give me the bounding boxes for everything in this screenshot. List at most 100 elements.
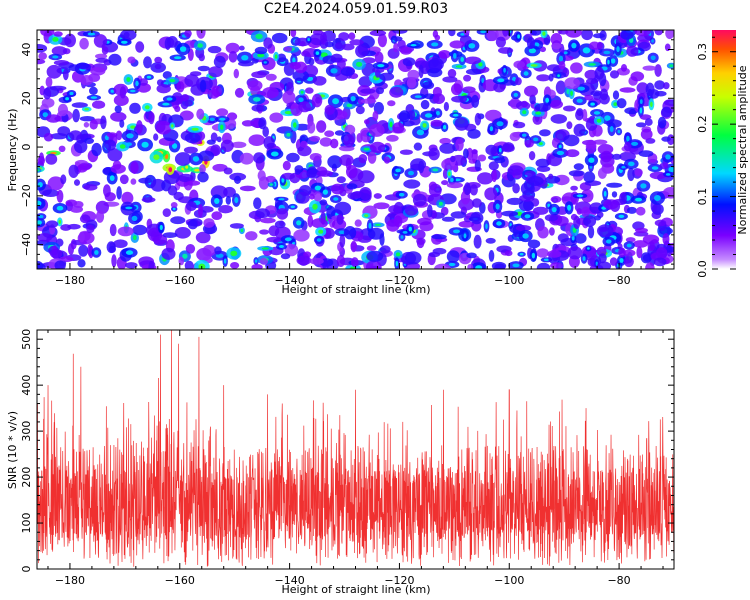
heatmap-cell: [448, 30, 456, 37]
heatmap-cell: [589, 41, 600, 50]
heatmap-cell: [334, 130, 345, 136]
heatmap-cell: [661, 136, 671, 142]
heatmap-cell: [181, 94, 190, 102]
heatmap-cell: [584, 94, 594, 101]
heatmap-cell: [206, 139, 216, 145]
heatmap-cell: [458, 220, 475, 228]
heatmap-cell: [404, 205, 419, 216]
heatmap-cell-core: [290, 205, 295, 209]
heatmap-cell: [438, 50, 451, 59]
heatmap-cell: [355, 44, 369, 58]
heatmap-cell-core: [389, 121, 393, 128]
heatmap-cell: [103, 184, 111, 198]
heatmap-cells: [37, 30, 674, 269]
heatmap-cell: [474, 159, 481, 172]
heatmap-cell: [455, 138, 464, 152]
heatmap-cell-core: [377, 64, 385, 68]
heatmap-cell: [260, 217, 276, 224]
heatmap-cell-core: [570, 90, 573, 96]
heatmap-cell-core: [609, 126, 614, 133]
heatmap-cell: [509, 132, 521, 142]
heatmap-cell: [609, 257, 618, 266]
heatmap-cell: [616, 98, 627, 109]
heatmap-cell-core: [577, 86, 585, 91]
heatmap-cell: [518, 200, 535, 212]
heatmap-cell: [38, 52, 47, 60]
heatmap-cell: [290, 30, 297, 38]
heatmap-cell: [428, 251, 441, 258]
heatmap-cell: [626, 45, 639, 57]
heatmap-cell-core: [224, 258, 227, 264]
heatmap-cell-core: [255, 33, 263, 40]
heatmap-cell: [37, 44, 48, 53]
heatmap-cell: [141, 197, 156, 203]
heatmap-cell: [120, 30, 137, 41]
heatmap-cell: [656, 247, 668, 259]
heatmap-cell: [594, 67, 605, 80]
heatmap-cell-core: [350, 96, 356, 102]
heatmap-cell-core: [450, 177, 454, 182]
heatmap-cell-core: [56, 205, 64, 211]
heatmap-cell: [223, 167, 233, 175]
heatmap-cell: [392, 122, 405, 134]
heatmap-cell: [280, 253, 291, 260]
y-tick-label: 500: [20, 329, 33, 350]
heatmap-cell: [307, 121, 316, 134]
heatmap-cell: [199, 79, 207, 93]
heatmap-cell: [606, 182, 623, 188]
heatmap-cell: [54, 260, 66, 269]
heatmap-cell: [471, 94, 480, 108]
heatmap-cell: [113, 239, 128, 248]
heatmap-cell: [516, 101, 531, 111]
heatmap-cell: [307, 214, 314, 228]
heatmap-cell-core: [669, 64, 674, 68]
heatmap-cell: [283, 46, 293, 52]
heatmap-cell: [73, 201, 84, 208]
heatmap-cell: [636, 82, 649, 94]
heatmap-cell: [420, 99, 430, 110]
heatmap-cell: [294, 168, 301, 175]
heatmap-cell: [550, 114, 567, 124]
heatmap-cell-core: [349, 266, 357, 269]
heatmap-cell-core: [332, 98, 339, 105]
heatmap-cell: [598, 253, 607, 264]
heatmap-cell: [53, 60, 70, 66]
heatmap-cell: [89, 86, 98, 95]
heatmap-cell: [369, 30, 387, 37]
heatmap-cell: [512, 121, 526, 129]
heatmap-cell: [77, 163, 92, 171]
heatmap-cell-core: [125, 206, 133, 210]
heatmap-cell-core: [257, 53, 265, 58]
heatmap-cell: [274, 220, 286, 229]
heatmap-cell: [377, 33, 387, 48]
heatmap-cell: [228, 51, 238, 63]
heatmap-cell-core: [542, 31, 546, 36]
heatmap-cell: [202, 244, 216, 257]
heatmap-cell: [218, 205, 233, 214]
heatmap-cell: [155, 120, 172, 135]
heatmap-cell-core: [582, 47, 591, 54]
heatmap-cell: [174, 152, 192, 166]
heatmap-cell: [286, 152, 300, 163]
heatmap-cell-core: [37, 169, 40, 172]
heatmap-cell-core: [588, 157, 595, 163]
heatmap-cell: [347, 192, 360, 200]
heatmap-cell: [276, 208, 289, 220]
heatmap-cell-core: [603, 190, 607, 197]
heatmap-cell: [306, 169, 321, 179]
heatmap-cell: [359, 187, 372, 201]
heatmap-cell: [91, 142, 102, 157]
heatmap-cell-core: [547, 203, 551, 208]
heatmap-cell: [428, 147, 440, 161]
heatmap-cell: [644, 118, 653, 126]
heatmap-cell: [463, 148, 469, 159]
heatmap-cell: [640, 252, 652, 264]
heatmap-cell-core: [650, 101, 653, 108]
heatmap-cell: [358, 76, 373, 88]
heatmap-cell: [397, 39, 406, 50]
heatmap-cell: [83, 184, 98, 191]
heatmap-cell: [247, 80, 263, 91]
heatmap-cell: [143, 56, 152, 69]
colorbar-tick-label: 0.0: [696, 260, 709, 278]
